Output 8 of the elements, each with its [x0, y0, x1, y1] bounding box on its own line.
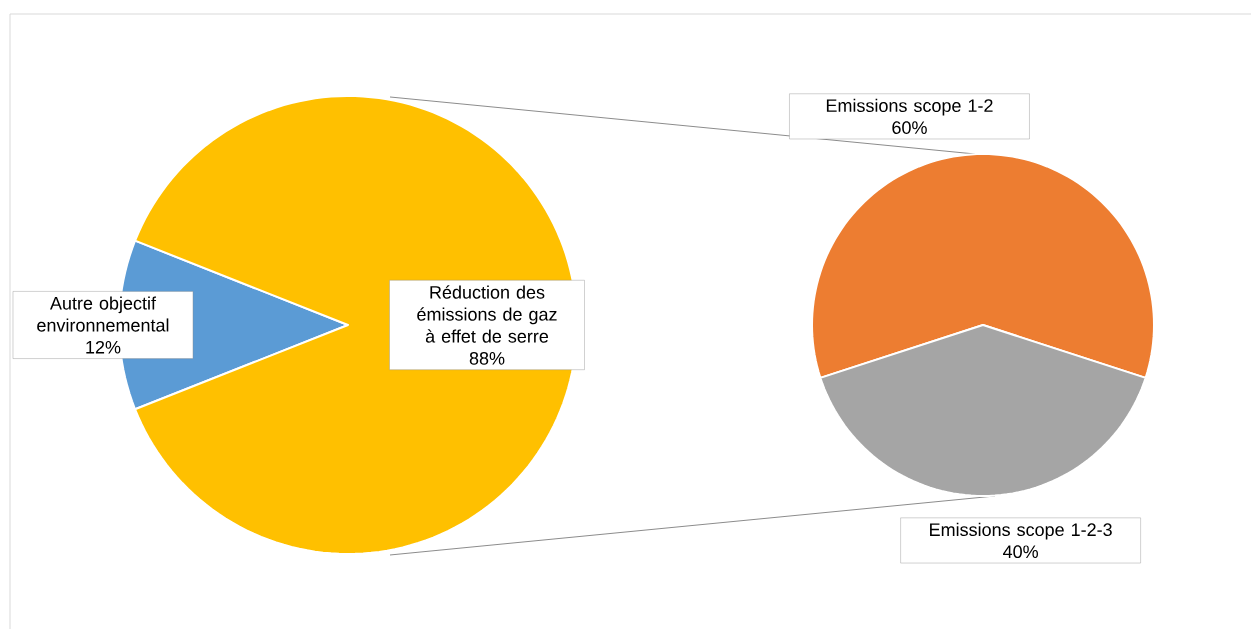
data-label: 12% — [86, 340, 121, 354]
data-label: 40% — [1003, 545, 1038, 559]
data-label: 88% — [469, 351, 505, 365]
slice-label: Réduction des émissions de gaz à effet de serre — [417, 285, 557, 343]
slice-label: Autre objectif environnemental — [37, 296, 169, 332]
slice-label: Emissions scope 1-2 — [826, 98, 993, 116]
slice-label: Emissions scope 1-2-3 — [930, 522, 1112, 540]
data-label: 60% — [892, 121, 927, 134]
